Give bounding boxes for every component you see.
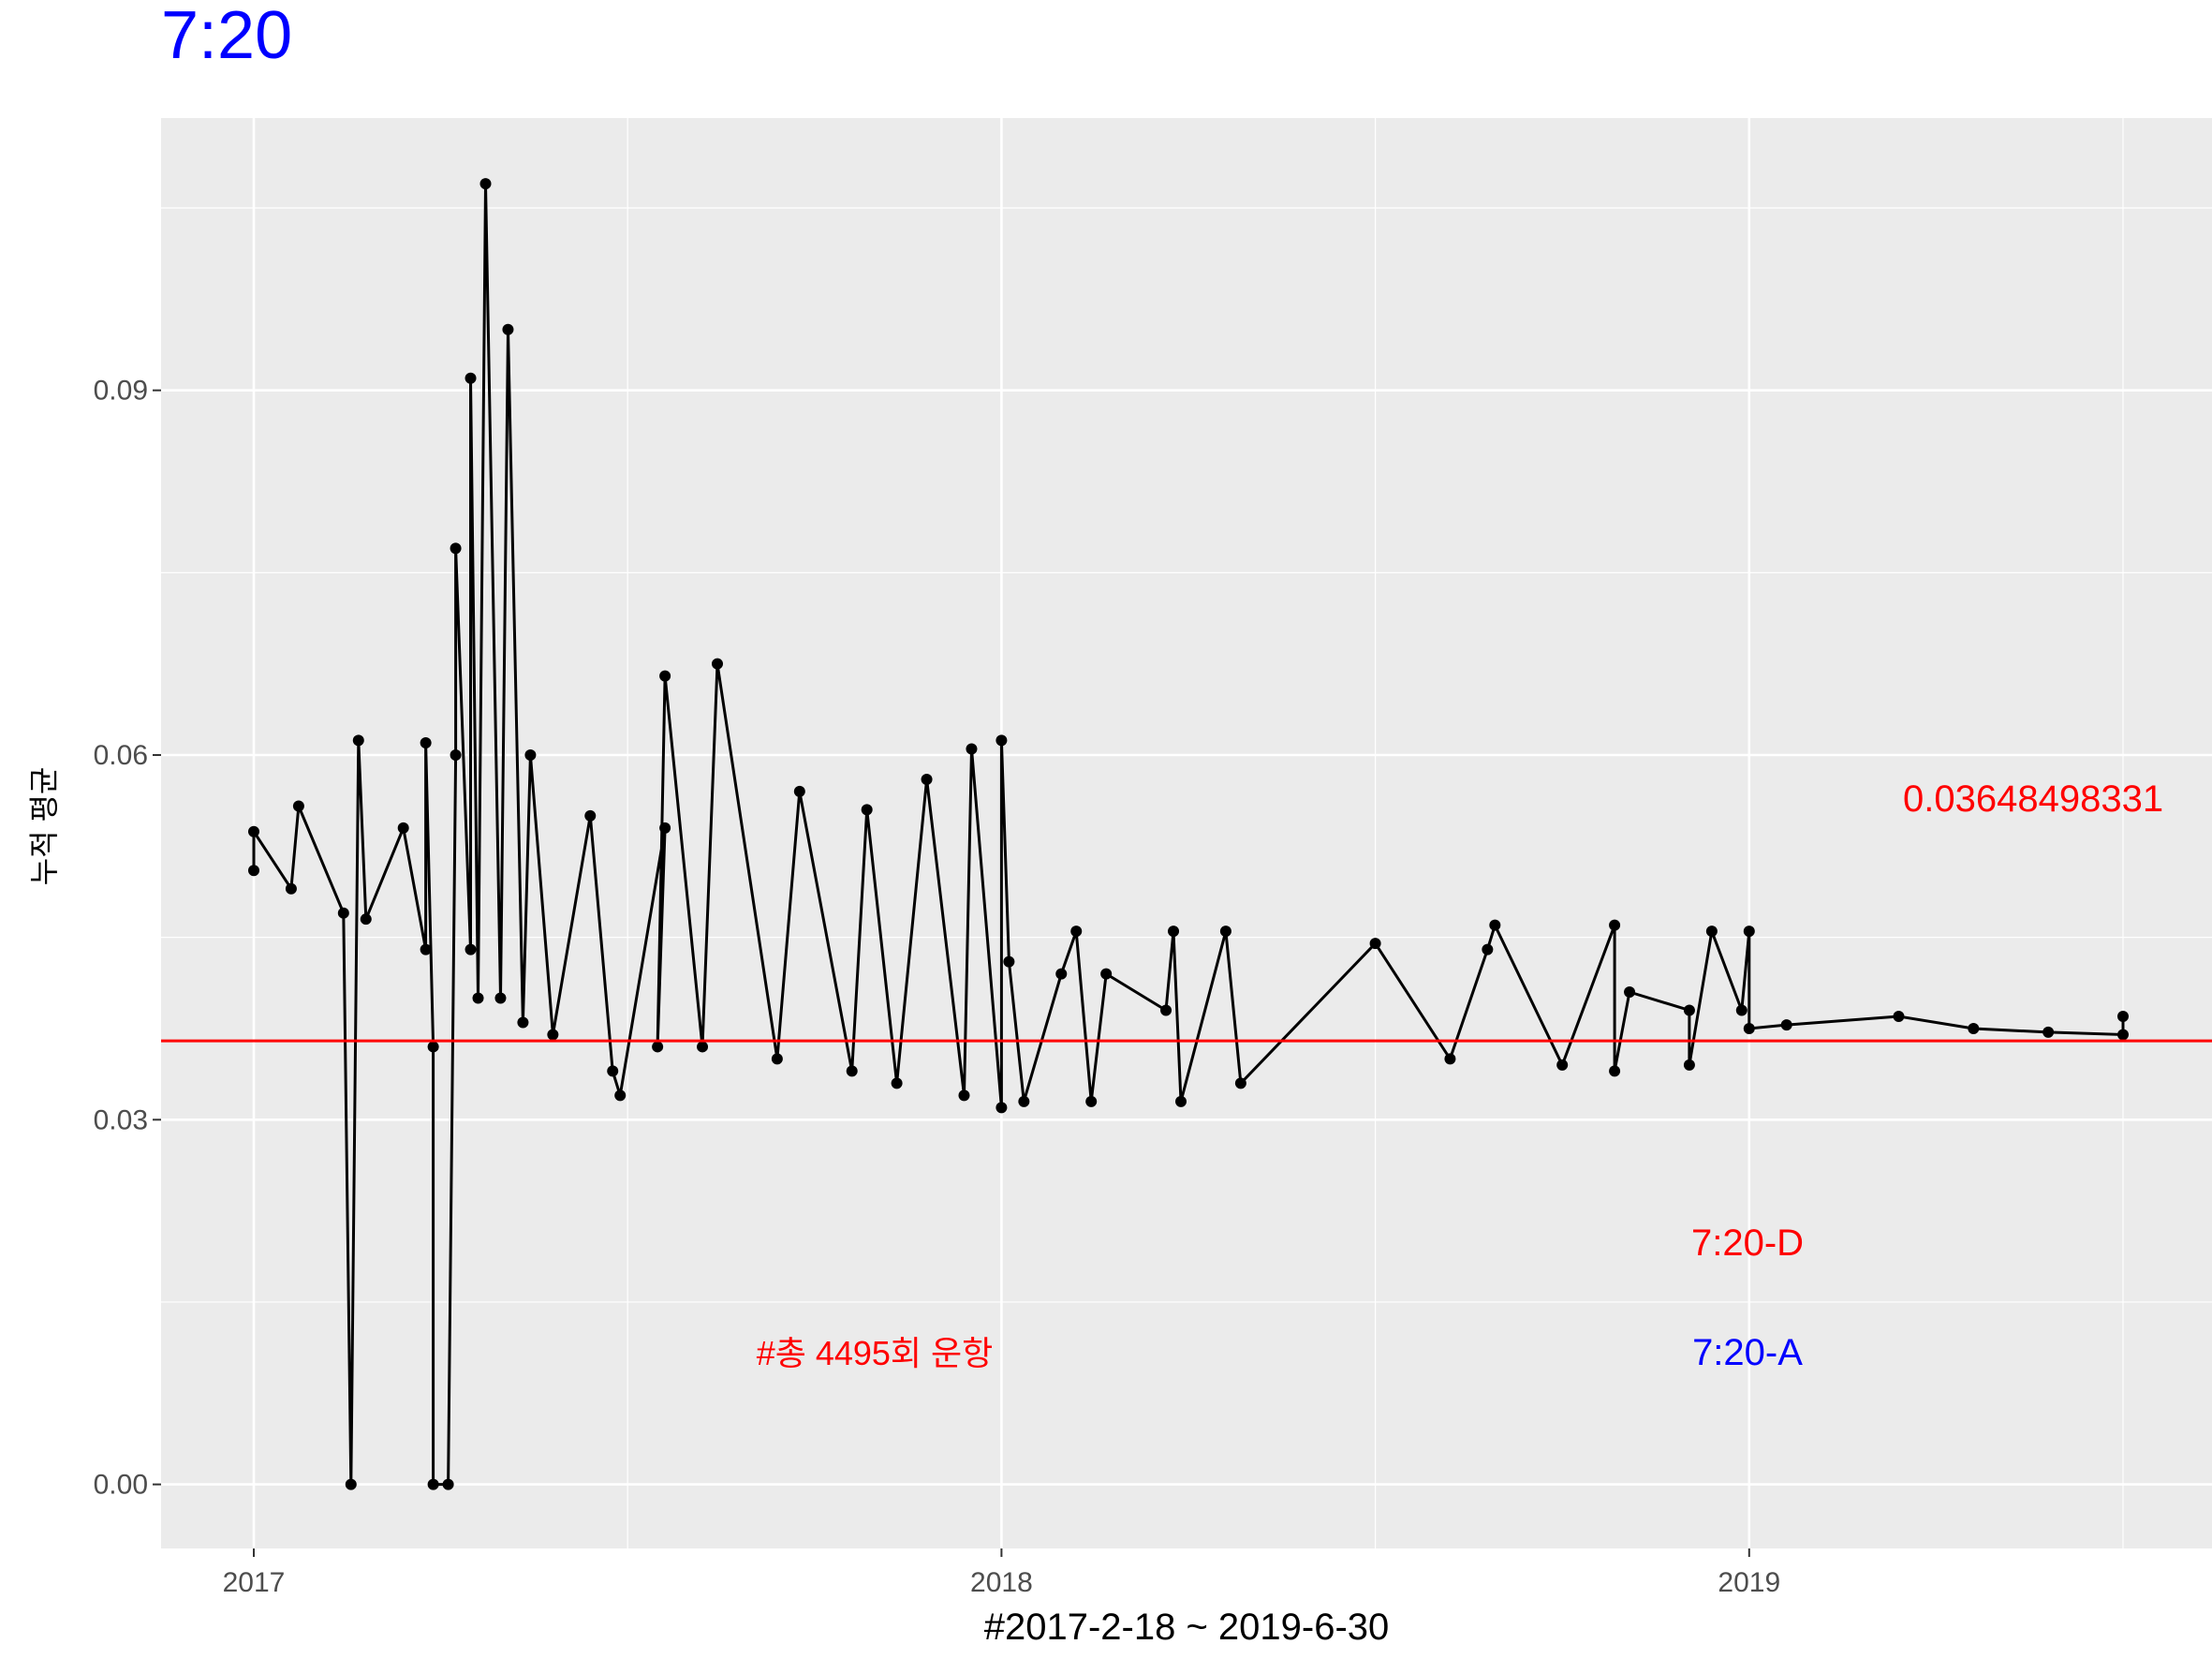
- annotation: 7:20-A: [1692, 1332, 1803, 1373]
- data-point: [1743, 926, 1755, 938]
- data-point: [1780, 1019, 1792, 1031]
- data-point: [1609, 919, 1621, 931]
- data-point: [659, 822, 671, 834]
- x-tick-label: 2017: [223, 1567, 286, 1598]
- y-tick-label: 0.00: [94, 1470, 148, 1501]
- data-point: [1624, 986, 1636, 999]
- data-point: [2116, 1010, 2129, 1022]
- data-point: [337, 907, 349, 919]
- data-point: [1018, 1095, 1030, 1107]
- data-point: [1893, 1010, 1905, 1022]
- data-point: [360, 913, 372, 926]
- data-point: [697, 1041, 709, 1053]
- data-point: [1003, 955, 1015, 968]
- data-point: [479, 178, 492, 190]
- annotation: #총 4495회 운항: [757, 1334, 994, 1372]
- data-point: [652, 1041, 664, 1053]
- data-point: [345, 1478, 357, 1490]
- data-point: [1234, 1077, 1246, 1089]
- data-point: [1168, 926, 1180, 938]
- data-point: [442, 1478, 454, 1490]
- chart-title: 7:20: [161, 0, 292, 73]
- x-tick-label: 2019: [1718, 1567, 1780, 1598]
- data-point: [659, 670, 671, 682]
- data-point: [547, 1029, 559, 1041]
- data-point: [1160, 1004, 1172, 1016]
- data-point: [1100, 968, 1113, 980]
- data-point: [995, 734, 1008, 747]
- data-point: [1444, 1053, 1456, 1065]
- data-point: [292, 800, 304, 812]
- data-point: [861, 804, 873, 816]
- data-point: [494, 992, 507, 1004]
- data-point: [397, 822, 409, 834]
- data-point: [1482, 943, 1494, 955]
- data-point: [712, 658, 724, 670]
- data-point: [1609, 1065, 1621, 1077]
- y-tick-label: 0.03: [94, 1104, 148, 1135]
- data-point: [771, 1053, 783, 1065]
- data-point: [1175, 1095, 1187, 1107]
- annotation: 0.03648498331: [1903, 778, 2163, 820]
- data-point: [793, 785, 805, 797]
- data-point: [1968, 1022, 1980, 1034]
- data-point: [846, 1065, 858, 1077]
- data-point: [465, 372, 477, 384]
- y-tick-label: 0.09: [94, 376, 148, 407]
- data-point: [2042, 1026, 2055, 1038]
- x-tick-label: 2018: [970, 1567, 1033, 1598]
- data-point: [921, 773, 933, 785]
- data-point: [1556, 1059, 1569, 1071]
- x-axis-title: #2017-2-18 ~ 2019-6-30: [984, 1607, 1390, 1648]
- data-point: [1085, 1095, 1098, 1107]
- data-point: [352, 734, 364, 747]
- data-point: [285, 882, 297, 895]
- data-point: [1070, 926, 1083, 938]
- data-point: [248, 865, 260, 877]
- data-point: [584, 809, 597, 822]
- y-axis-title: 누적 평균: [27, 767, 61, 886]
- data-point: [966, 743, 978, 755]
- data-point: [524, 748, 537, 761]
- data-point: [248, 825, 260, 837]
- data-point: [607, 1065, 619, 1077]
- data-point: [1683, 1059, 1695, 1071]
- data-point: [420, 737, 432, 749]
- data-point: [427, 1041, 439, 1053]
- data-point: [1055, 968, 1068, 980]
- data-point: [2116, 1029, 2129, 1041]
- data-point: [517, 1016, 529, 1029]
- data-point: [958, 1089, 970, 1102]
- data-point: [1219, 926, 1231, 938]
- data-point: [420, 943, 432, 955]
- annotation: 7:20-D: [1691, 1222, 1804, 1264]
- data-point: [995, 1102, 1008, 1114]
- data-point: [614, 1089, 627, 1102]
- data-point: [427, 1478, 439, 1490]
- plot-panel: [161, 118, 2212, 1548]
- y-tick-label: 0.06: [94, 740, 148, 771]
- data-point: [1735, 1004, 1747, 1016]
- data-point: [465, 943, 477, 955]
- data-point: [1683, 1004, 1695, 1016]
- data-point: [891, 1077, 903, 1089]
- data-point: [1489, 919, 1501, 931]
- data-point: [502, 323, 514, 335]
- data-point: [450, 748, 462, 761]
- data-point: [472, 992, 484, 1004]
- data-point: [450, 542, 462, 555]
- data-point: [1369, 938, 1381, 950]
- data-point: [1705, 926, 1718, 938]
- data-point: [1743, 1022, 1755, 1034]
